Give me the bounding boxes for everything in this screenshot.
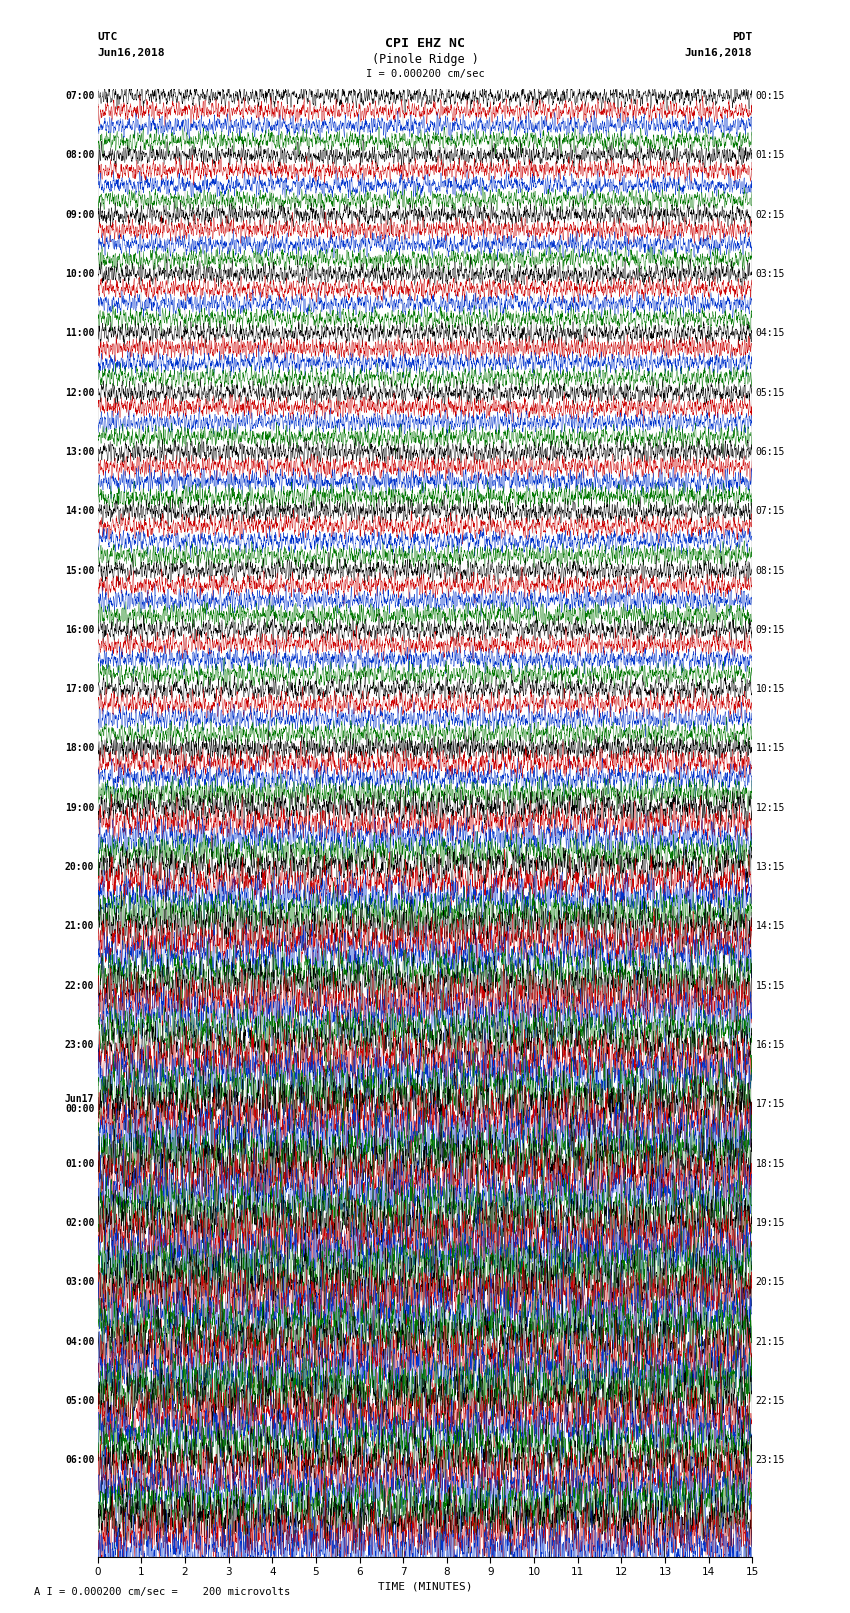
Text: 05:15: 05:15 (756, 387, 785, 398)
Text: 20:00: 20:00 (65, 861, 94, 873)
Text: 22:00: 22:00 (65, 981, 94, 990)
Text: 04:00: 04:00 (65, 1337, 94, 1347)
Text: (Pinole Ridge ): (Pinole Ridge ) (371, 53, 479, 66)
Text: 07:00: 07:00 (65, 90, 94, 102)
Text: Jun16,2018: Jun16,2018 (685, 48, 752, 58)
X-axis label: TIME (MINUTES): TIME (MINUTES) (377, 1581, 473, 1590)
Text: 18:15: 18:15 (756, 1158, 785, 1169)
Text: 03:00: 03:00 (65, 1277, 94, 1287)
Text: 18:00: 18:00 (65, 744, 94, 753)
Text: 00:15: 00:15 (756, 90, 785, 102)
Text: 21:00: 21:00 (65, 921, 94, 931)
Text: 19:15: 19:15 (756, 1218, 785, 1227)
Text: 23:00: 23:00 (65, 1040, 94, 1050)
Text: 08:15: 08:15 (756, 566, 785, 576)
Text: I = 0.000200 cm/sec: I = 0.000200 cm/sec (366, 69, 484, 79)
Text: Jun16,2018: Jun16,2018 (98, 48, 165, 58)
Text: 12:15: 12:15 (756, 803, 785, 813)
Text: CPI EHZ NC: CPI EHZ NC (385, 37, 465, 50)
Text: 16:00: 16:00 (65, 624, 94, 636)
Text: 10:15: 10:15 (756, 684, 785, 694)
Text: PDT: PDT (732, 32, 752, 42)
Text: 17:15: 17:15 (756, 1100, 785, 1110)
Text: 00:00: 00:00 (65, 1105, 94, 1115)
Text: 21:15: 21:15 (756, 1337, 785, 1347)
Text: 04:15: 04:15 (756, 329, 785, 339)
Text: 15:15: 15:15 (756, 981, 785, 990)
Text: 03:15: 03:15 (756, 269, 785, 279)
Text: 01:00: 01:00 (65, 1158, 94, 1169)
Text: 13:00: 13:00 (65, 447, 94, 456)
Text: 11:00: 11:00 (65, 329, 94, 339)
Text: 01:15: 01:15 (756, 150, 785, 160)
Text: 20:15: 20:15 (756, 1277, 785, 1287)
Text: 05:00: 05:00 (65, 1395, 94, 1407)
Text: 12:00: 12:00 (65, 387, 94, 398)
Text: 13:15: 13:15 (756, 861, 785, 873)
Text: 14:15: 14:15 (756, 921, 785, 931)
Text: 11:15: 11:15 (756, 744, 785, 753)
Text: 09:15: 09:15 (756, 624, 785, 636)
Text: 22:15: 22:15 (756, 1395, 785, 1407)
Text: 02:00: 02:00 (65, 1218, 94, 1227)
Text: 08:00: 08:00 (65, 150, 94, 160)
Text: A I = 0.000200 cm/sec =    200 microvolts: A I = 0.000200 cm/sec = 200 microvolts (34, 1587, 290, 1597)
Text: 16:15: 16:15 (756, 1040, 785, 1050)
Text: 15:00: 15:00 (65, 566, 94, 576)
Text: 19:00: 19:00 (65, 803, 94, 813)
Text: 17:00: 17:00 (65, 684, 94, 694)
Text: 09:00: 09:00 (65, 210, 94, 219)
Text: 23:15: 23:15 (756, 1455, 785, 1465)
Text: UTC: UTC (98, 32, 118, 42)
Text: 02:15: 02:15 (756, 210, 785, 219)
Text: 10:00: 10:00 (65, 269, 94, 279)
Text: Jun17: Jun17 (65, 1095, 94, 1105)
Text: 06:15: 06:15 (756, 447, 785, 456)
Text: 14:00: 14:00 (65, 506, 94, 516)
Text: 07:15: 07:15 (756, 506, 785, 516)
Text: 06:00: 06:00 (65, 1455, 94, 1465)
